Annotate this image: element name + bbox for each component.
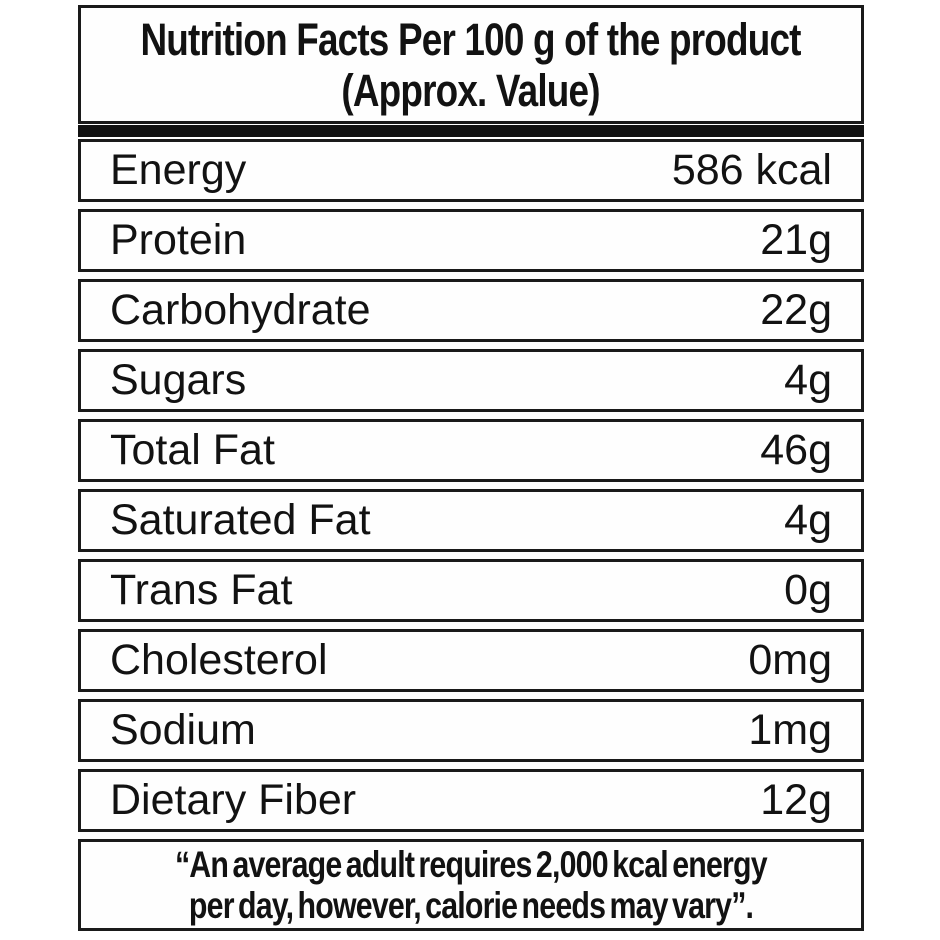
nutrient-value: 4g	[784, 356, 832, 404]
nutrient-name: Total Fat	[110, 426, 275, 474]
nutrient-row: Sugars 4g	[78, 349, 864, 412]
nutrient-value: 22g	[760, 286, 832, 334]
nutrient-row: Total Fat 46g	[78, 419, 864, 482]
nutrient-value: 586 kcal	[671, 146, 832, 194]
nutrient-row: Cholesterol 0mg	[78, 629, 864, 692]
nutrient-name: Energy	[110, 146, 247, 194]
label-subtitle: (Approx. Value)	[313, 65, 628, 116]
nutrient-name: Carbohydrate	[110, 286, 371, 334]
nutrient-row: Dietary Fiber 12g	[78, 769, 864, 832]
nutrition-facts-label: Nutrition Facts Per 100 g of the product…	[78, 5, 864, 931]
nutrient-value: 21g	[760, 216, 832, 264]
nutrient-row: Energy 586 kcal	[78, 139, 864, 202]
nutrient-name: Sodium	[110, 706, 256, 754]
footnote-line-1-wrap: “An average adult requires 2,000 kcal en…	[110, 844, 832, 885]
nutrient-name: Saturated Fat	[110, 496, 371, 544]
nutrient-name: Protein	[110, 216, 247, 264]
footnote-line-2-wrap: per day, however, calorie needs may vary…	[127, 885, 815, 926]
nutrient-row: Saturated Fat 4g	[78, 489, 864, 552]
nutrient-row: Protein 21g	[78, 209, 864, 272]
title-line-2: (Approx. Value)	[341, 64, 601, 116]
nutrient-value: 0mg	[748, 636, 832, 684]
label-header: Nutrition Facts Per 100 g of the product…	[78, 5, 864, 124]
footnote-line-1: “An average adult requires 2,000 kcal en…	[175, 844, 768, 885]
nutrient-value: 1mg	[748, 706, 832, 754]
nutrient-row: Sodium 1mg	[78, 699, 864, 762]
nutrient-name: Trans Fat	[110, 566, 293, 614]
label-footnote: “An average adult requires 2,000 kcal en…	[78, 839, 864, 931]
nutrient-name: Sugars	[110, 356, 247, 404]
nutrient-value: 12g	[760, 776, 832, 824]
footnote-line-2: per day, however, calorie needs may vary…	[188, 885, 754, 926]
nutrient-name: Dietary Fiber	[110, 776, 357, 824]
nutrient-row: Trans Fat 0g	[78, 559, 864, 622]
nutrient-row: Carbohydrate 22g	[78, 279, 864, 342]
nutrient-name: Cholesterol	[110, 636, 328, 684]
header-divider-bar	[78, 125, 864, 137]
title-line-1: Nutrition Facts Per 100 g of the product	[140, 13, 802, 65]
nutrient-rows: Energy 586 kcal Protein 21g Carbohydrate 22g S…	[78, 139, 864, 832]
nutrient-value: 0g	[784, 566, 832, 614]
nutrient-value: 46g	[760, 426, 832, 474]
label-title: Nutrition Facts Per 100 g of the product	[68, 14, 873, 65]
nutrient-value: 4g	[784, 496, 832, 544]
